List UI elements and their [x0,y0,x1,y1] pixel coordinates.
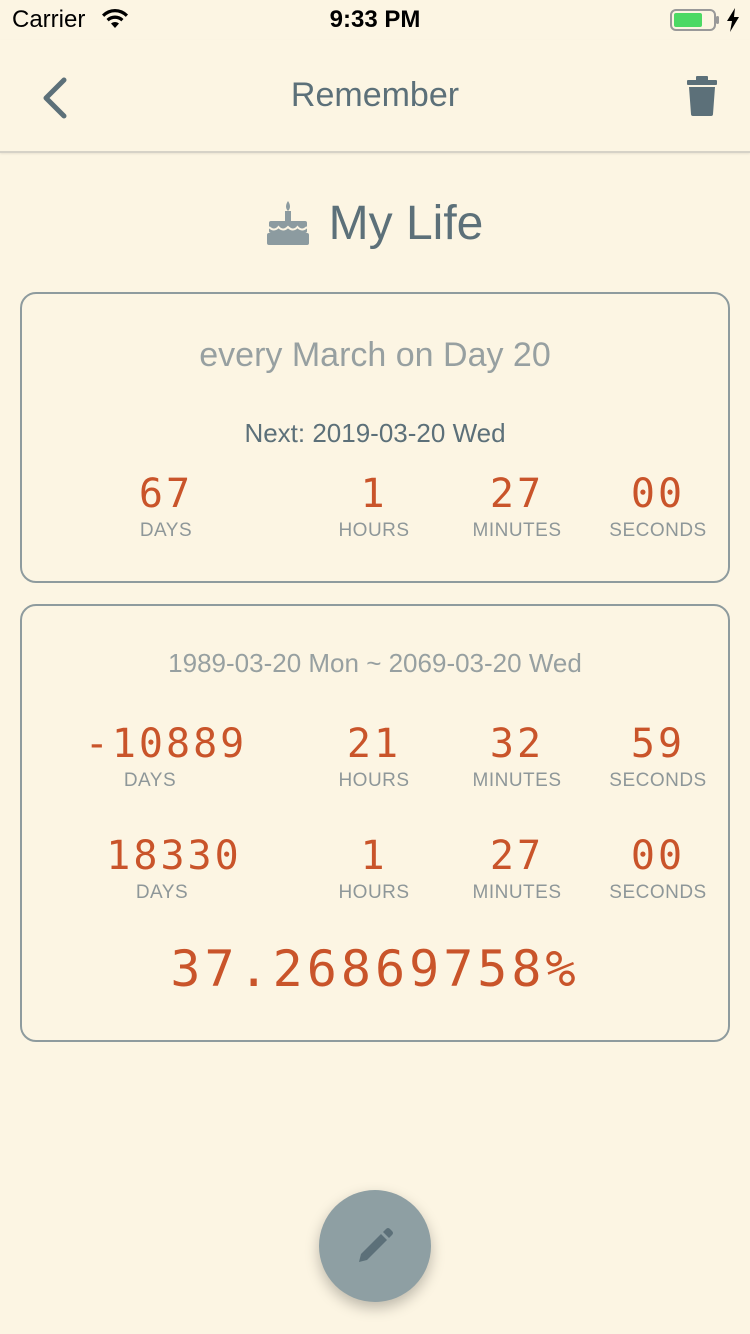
event-heading: My Life [0,188,750,258]
hours-label: HOURS [294,520,454,542]
hours-value: 21 [294,720,454,768]
minutes-value: 32 [437,720,597,768]
days-cell: -10889 DAYS [70,720,262,792]
seconds-label: SECONDS [578,520,738,542]
recurrence-rule: every March on Day 20 [22,336,728,375]
status-bar: Carrier 9:33 PM [0,0,750,40]
next-date: Next: 2019-03-20 Wed [22,418,728,449]
hours-value: 1 [294,832,454,880]
minutes-cell: 32 MINUTES [437,720,597,792]
days-cell: 18330 DAYS [86,832,262,904]
nav-bar: Remember [0,40,750,153]
days-label: DAYS [86,520,246,542]
seconds-cell: 00 SECONDS [578,832,738,904]
minutes-cell: 27 MINUTES [437,470,597,542]
hours-label: HOURS [294,770,454,792]
days-label: DAYS [62,882,262,904]
seconds-value: 00 [578,470,738,518]
minutes-label: MINUTES [437,520,597,542]
elapsed-row: -10889 DAYS 21 HOURS 32 MINUTES 59 SECON… [22,720,728,800]
days-value: -10889 [70,720,262,768]
remaining-row: 18330 DAYS 1 HOURS 27 MINUTES 00 SECONDS [22,832,728,912]
seconds-label: SECONDS [578,770,738,792]
seconds-label: SECONDS [578,882,738,904]
hours-cell: 21 HOURS [294,720,454,792]
battery-icon [670,9,720,31]
days-label: DAYS [38,770,262,792]
days-cell: 67 DAYS [86,470,246,542]
recurrence-card: every March on Day 20 Next: 2019-03-20 W… [20,292,730,583]
event-title: My Life [329,196,484,251]
seconds-cell: 59 SECONDS [578,720,738,792]
days-value: 67 [86,470,246,518]
minutes-value: 27 [437,470,597,518]
clock: 9:33 PM [0,6,750,34]
date-range: 1989-03-20 Mon ~ 2069-03-20 Wed [22,648,728,679]
hours-label: HOURS [294,882,454,904]
minutes-value: 27 [437,832,597,880]
minutes-label: MINUTES [437,770,597,792]
span-card: 1989-03-20 Mon ~ 2069-03-20 Wed -10889 D… [20,604,730,1042]
cake-icon [267,199,309,247]
progress-percent: 37.26869758% [22,940,728,998]
minutes-cell: 27 MINUTES [437,832,597,904]
hours-value: 1 [294,470,454,518]
hours-cell: 1 HOURS [294,832,454,904]
page-title: Remember [0,76,750,115]
charging-icon [726,8,740,32]
hours-cell: 1 HOURS [294,470,454,542]
countdown-row: 67 DAYS 1 HOURS 27 MINUTES 00 SECONDS [22,470,728,550]
trash-icon[interactable] [684,76,720,116]
minutes-label: MINUTES [437,882,597,904]
seconds-value: 00 [578,832,738,880]
pencil-icon [355,1226,395,1266]
edit-button[interactable] [319,1190,431,1302]
seconds-cell: 00 SECONDS [578,470,738,542]
seconds-value: 59 [578,720,738,768]
days-value: 18330 [86,832,262,880]
